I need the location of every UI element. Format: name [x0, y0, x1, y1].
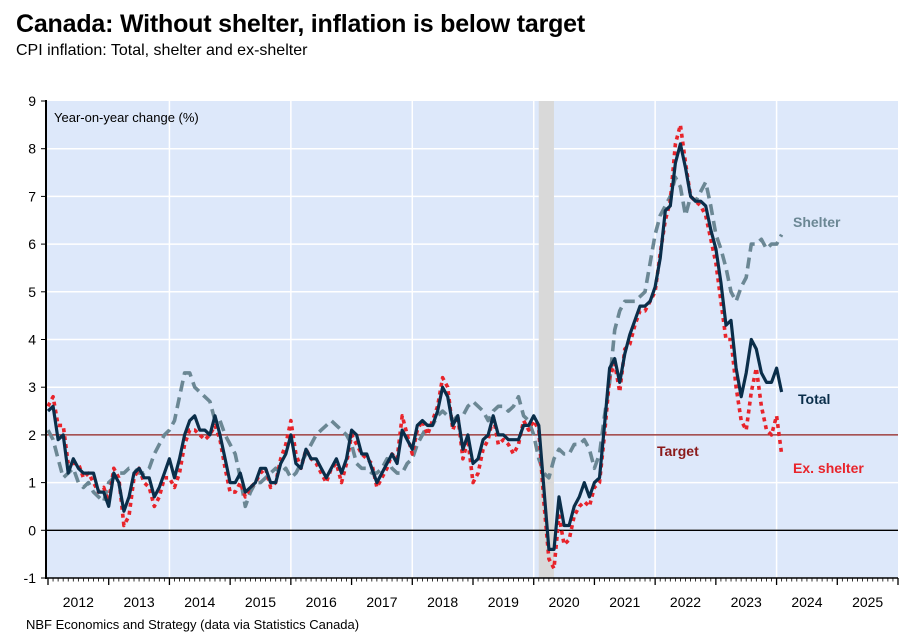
y-tick-label: 1 — [28, 475, 36, 491]
x-tick-label: 2017 — [366, 594, 397, 610]
y-tick-label: 9 — [28, 93, 36, 109]
x-tick-label: 2023 — [731, 594, 762, 610]
series-lines — [46, 123, 784, 571]
label-shelter: Shelter — [793, 214, 841, 230]
axes: -1 0 1 2 3 4 5 6 7 8 9 2012 2013 2014 2015 2016 2017 2018… — [24, 93, 899, 610]
y-tick-label: 5 — [28, 284, 36, 300]
y-tick-label: 8 — [28, 141, 36, 157]
x-tick-label: 2012 — [63, 594, 94, 610]
chart-title: Canada: Without shelter, inflation is be… — [16, 10, 585, 38]
label-total: Total — [798, 391, 830, 407]
chart-subtitle: CPI inflation: Total, shelter and ex-she… — [16, 42, 308, 59]
y-axis-label: Year-on-year change (%) — [54, 110, 199, 125]
y-tick-label: 3 — [28, 379, 36, 395]
x-tick-label: 2024 — [791, 594, 822, 610]
x-tick-label: 2020 — [548, 594, 579, 610]
x-tick-label: 2015 — [245, 594, 276, 610]
series-line-total — [46, 142, 784, 552]
x-tick-label: 2018 — [427, 594, 458, 610]
x-tick-label: 2013 — [123, 594, 154, 610]
x-tick-label: 2014 — [184, 594, 215, 610]
x-tick-label: 2019 — [488, 594, 519, 610]
label-ex-shelter: Ex. shelter — [793, 460, 864, 476]
source-note: NBF Economics and Strategy (data via Sta… — [26, 617, 360, 632]
y-tick-label: 6 — [28, 236, 36, 252]
y-tick-label: 7 — [28, 188, 36, 204]
label-target: Target — [657, 443, 699, 459]
y-tick-label: 2 — [28, 427, 36, 443]
y-tick-label: -1 — [24, 570, 37, 586]
y-tick-label: 4 — [28, 332, 36, 348]
x-tick-label: 2016 — [306, 594, 337, 610]
x-tick-label: 2021 — [609, 594, 640, 610]
reference-lines — [46, 434, 898, 531]
x-tick-label: 2022 — [670, 594, 701, 610]
y-tick-label: 0 — [28, 522, 36, 538]
x-tick-label: 2025 — [852, 594, 883, 610]
series-line-shelter — [46, 175, 784, 509]
